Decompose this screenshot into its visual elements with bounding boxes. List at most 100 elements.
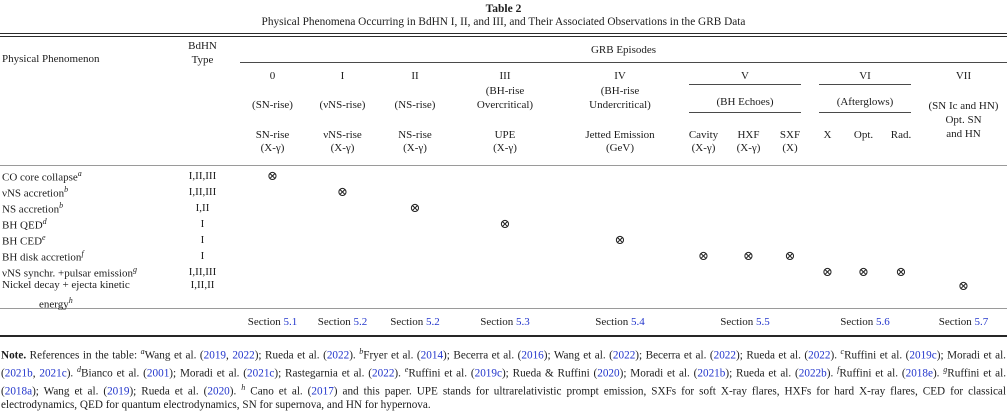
row-label-line: BH disk accretionf xyxy=(2,249,84,264)
reference-year-link[interactable]: 2022 xyxy=(808,349,831,362)
row-label: νNS synchr. +pulsar emissiong xyxy=(0,262,165,282)
episode-VI-name: (Afterglows) xyxy=(819,85,911,113)
footnote-text: ); Becerra et al. ( xyxy=(635,349,714,362)
footnote-text: Ruffini et al. ( xyxy=(844,349,910,362)
text-line: (νNS-rise) xyxy=(319,98,366,111)
text-line: (BH Echoes) xyxy=(716,95,774,108)
reference-year-link[interactable]: 2017 xyxy=(311,386,334,399)
table-number: Table 2 xyxy=(485,3,522,15)
episode-name-lines: (Afterglows) xyxy=(837,96,894,110)
episode-VII-name: (SN Ic and HN) Opt. SN and HN xyxy=(920,85,1007,165)
reference-year-link[interactable]: 2022 xyxy=(713,349,736,362)
reference-year-link[interactable]: 2019 xyxy=(107,386,130,399)
mark-cell-sxf: ⊗ xyxy=(770,246,810,266)
reference-year-link[interactable]: 2014 xyxy=(420,349,444,362)
reference-year-link[interactable]: 2022 xyxy=(612,349,636,362)
mark-cell-II: ⊗ xyxy=(380,198,450,218)
table-title: Physical Phenomena Occurring in BdHN I, … xyxy=(261,16,746,28)
bdhn-type-value: I xyxy=(200,249,205,262)
footnote-text: Ruffini et al. ( xyxy=(408,367,475,380)
text-line: (BH-rise xyxy=(485,85,525,97)
section-link[interactable]: 5.1 xyxy=(283,316,298,328)
text-line: SN-rise xyxy=(255,129,290,141)
reference-year-link[interactable]: 2018e xyxy=(905,367,933,380)
reference-year-link[interactable]: 2018a xyxy=(4,386,33,399)
observable-III: UPE (X-γ) xyxy=(450,113,560,165)
mark-cell-opt: ⊗ xyxy=(845,262,882,282)
mark-cell-rad: ⊗ xyxy=(882,262,920,282)
footnote-text: Fryer et al. ( xyxy=(363,349,421,362)
section-link[interactable]: 5.7 xyxy=(974,316,989,328)
footnote-text: ); Wang et al. ( xyxy=(32,386,108,399)
text-line: UPE xyxy=(494,129,516,141)
table-row: BH CEDe I ⊗ xyxy=(0,230,1007,248)
reference-year-link[interactable]: 2022 xyxy=(326,349,350,362)
reference-year-link[interactable]: 2016 xyxy=(521,349,544,362)
episode-I-name: (νNS-rise) xyxy=(305,85,380,113)
text-line: Cavity xyxy=(688,129,719,141)
bdhn-type-value: I xyxy=(200,233,205,246)
episode-name-lines: (BH-rise Undercritical) xyxy=(589,85,651,112)
text-line: SXF xyxy=(779,129,801,141)
observable-lines: SXF (X) xyxy=(780,129,800,155)
reference-year-link[interactable]: 2019c xyxy=(474,367,502,380)
footnote-text: ). xyxy=(229,386,242,399)
observable-lines: νNS-rise (X-γ) xyxy=(323,129,362,155)
section-prefix: Section xyxy=(720,316,756,328)
episode-name-lines: (νNS-rise) xyxy=(320,99,366,113)
circled-times-icon: ⊗ xyxy=(822,263,833,279)
reference-year-link[interactable]: 2021c xyxy=(39,367,67,380)
text-line: (NS-rise) xyxy=(394,98,436,111)
section-link[interactable]: 5.2 xyxy=(426,316,440,328)
episode-V-numeral: V xyxy=(689,63,801,85)
footnote-marker: f xyxy=(81,249,84,258)
reference-year-link[interactable]: 2020 xyxy=(597,367,620,380)
mark-cell-III: ⊗ xyxy=(450,214,560,234)
footnote-text: ); Wang et al. ( xyxy=(543,349,613,362)
text-line: (Afterglows) xyxy=(836,95,894,108)
observable-I: νNS-rise (X-γ) xyxy=(305,113,380,165)
mark-cell-x: ⊗ xyxy=(810,262,845,282)
reference-year-link[interactable]: 2021b xyxy=(4,367,33,380)
reference-year-link[interactable]: 2022 xyxy=(232,349,255,362)
row-label: CO core collapsea xyxy=(0,166,165,186)
reference-year-link[interactable]: 2019c xyxy=(909,349,937,362)
section-link[interactable]: 5.5 xyxy=(756,316,770,328)
footnote-marker: e xyxy=(42,233,46,242)
mark-cell-IV: ⊗ xyxy=(560,230,680,250)
episode-VI-numeral: VI xyxy=(819,63,911,85)
section-cell-II: Section 5.2 xyxy=(380,309,450,335)
reference-year-link[interactable]: 2022 xyxy=(372,367,395,380)
footnote-text: ). xyxy=(932,367,944,380)
circled-times-icon: ⊗ xyxy=(614,231,626,247)
section-cell-0: Section 5.1 xyxy=(240,309,305,335)
episode-0-numeral: 0 xyxy=(269,70,276,82)
section-link[interactable]: 5.4 xyxy=(631,316,645,328)
text-line: (SN-rise) xyxy=(252,98,293,111)
reference-year-link[interactable]: 2021c xyxy=(247,367,275,380)
table-row: NS accretionb I,II ⊗ xyxy=(0,198,1007,216)
row-label-line: BH CEDe xyxy=(2,233,46,248)
footnote-text: ). xyxy=(349,349,360,362)
footnote-text: ); Rueda & Ruffini ( xyxy=(501,367,598,380)
reference-year-link[interactable]: 2021b xyxy=(697,367,726,380)
section-link[interactable]: 5.3 xyxy=(516,316,530,328)
reference-year-link[interactable]: 2019 xyxy=(203,349,227,362)
reference-year-link[interactable]: 2022b xyxy=(798,367,827,380)
observable-0: SN-rise (X-γ) xyxy=(240,113,305,165)
grb-episodes-header: GRB Episodes xyxy=(240,37,1007,63)
circled-times-icon: ⊗ xyxy=(784,247,796,263)
bdhn-type-value: I,II,III xyxy=(188,265,217,278)
table-body: CO core collapsea I,II,III ⊗ νNS accretionb… xyxy=(0,166,1007,311)
footnote-marker: a xyxy=(77,169,82,178)
episode-IV-name: (BH-rise Undercritical) xyxy=(560,85,680,113)
row-label: NS accretionb xyxy=(0,198,165,218)
reference-year-link[interactable]: 2001 xyxy=(146,367,170,380)
text-line: (X-γ) xyxy=(330,142,355,154)
section-link[interactable]: 5.2 xyxy=(353,316,368,328)
footnote-marker: h xyxy=(241,383,246,393)
reference-year-link[interactable]: 2020 xyxy=(207,386,230,399)
text-line: Overcritical) xyxy=(476,98,534,111)
section-link[interactable]: 5.6 xyxy=(876,316,890,328)
text-line: (BH-rise xyxy=(600,85,640,97)
